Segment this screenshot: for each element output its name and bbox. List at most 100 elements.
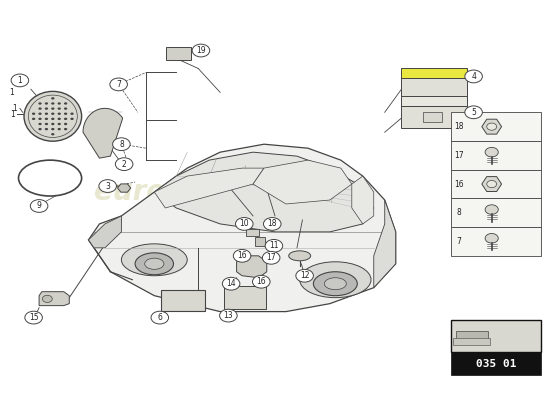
Text: 13: 13 xyxy=(223,311,233,320)
Circle shape xyxy=(235,218,253,230)
Text: 11: 11 xyxy=(269,241,279,250)
FancyBboxPatch shape xyxy=(161,290,205,311)
Text: 7: 7 xyxy=(456,237,461,246)
Circle shape xyxy=(222,277,240,290)
Circle shape xyxy=(51,102,54,105)
FancyBboxPatch shape xyxy=(246,229,258,236)
Text: 18: 18 xyxy=(267,220,277,228)
FancyBboxPatch shape xyxy=(456,331,488,342)
Ellipse shape xyxy=(300,262,371,298)
FancyBboxPatch shape xyxy=(450,320,541,352)
Ellipse shape xyxy=(122,244,187,276)
FancyBboxPatch shape xyxy=(401,96,467,106)
Circle shape xyxy=(99,180,117,192)
Circle shape xyxy=(263,218,281,230)
Circle shape xyxy=(51,128,54,130)
Circle shape xyxy=(487,180,497,188)
FancyBboxPatch shape xyxy=(166,47,190,60)
FancyBboxPatch shape xyxy=(450,198,541,227)
Text: 1: 1 xyxy=(12,104,17,113)
Circle shape xyxy=(485,234,498,243)
Circle shape xyxy=(51,133,54,136)
Circle shape xyxy=(116,158,133,170)
Circle shape xyxy=(25,311,42,324)
FancyBboxPatch shape xyxy=(450,227,541,256)
Circle shape xyxy=(465,106,482,119)
Text: 9: 9 xyxy=(37,202,42,210)
Circle shape xyxy=(485,205,498,214)
Circle shape xyxy=(219,309,237,322)
Circle shape xyxy=(110,78,128,91)
FancyBboxPatch shape xyxy=(450,352,541,375)
Text: eurotopo: eurotopo xyxy=(94,178,237,206)
FancyBboxPatch shape xyxy=(450,170,541,198)
Text: 2: 2 xyxy=(122,160,126,169)
Ellipse shape xyxy=(145,258,164,269)
Circle shape xyxy=(64,102,67,105)
Circle shape xyxy=(64,118,67,120)
Text: 16: 16 xyxy=(256,277,266,286)
Text: 1: 1 xyxy=(18,76,22,85)
Text: 3: 3 xyxy=(105,182,110,190)
Text: 16: 16 xyxy=(237,251,247,260)
Polygon shape xyxy=(236,256,267,278)
Text: 19: 19 xyxy=(196,46,206,55)
Circle shape xyxy=(252,275,270,288)
Circle shape xyxy=(70,112,74,115)
Circle shape xyxy=(45,118,48,120)
Circle shape xyxy=(51,97,54,100)
Text: 6: 6 xyxy=(157,313,162,322)
Circle shape xyxy=(58,112,61,115)
Ellipse shape xyxy=(135,253,173,275)
Ellipse shape xyxy=(314,272,358,296)
Text: 17: 17 xyxy=(266,253,276,262)
Text: 8: 8 xyxy=(456,208,461,217)
Text: 7: 7 xyxy=(116,80,121,89)
Circle shape xyxy=(64,128,67,130)
Circle shape xyxy=(45,102,48,105)
Ellipse shape xyxy=(324,278,346,290)
Text: 17: 17 xyxy=(454,151,464,160)
Polygon shape xyxy=(253,160,352,204)
Polygon shape xyxy=(352,176,374,224)
Circle shape xyxy=(296,269,314,282)
Circle shape xyxy=(39,128,42,130)
Text: 10: 10 xyxy=(239,220,249,228)
Text: a passion for parts since 2006: a passion for parts since 2006 xyxy=(114,219,271,229)
Circle shape xyxy=(30,200,48,212)
Circle shape xyxy=(64,108,67,110)
Circle shape xyxy=(51,118,54,120)
FancyBboxPatch shape xyxy=(453,338,490,345)
Circle shape xyxy=(233,250,251,262)
Polygon shape xyxy=(118,184,131,192)
Polygon shape xyxy=(482,119,502,134)
Circle shape xyxy=(39,123,42,125)
Circle shape xyxy=(39,112,42,115)
Circle shape xyxy=(58,123,61,125)
Polygon shape xyxy=(83,108,123,158)
Polygon shape xyxy=(89,144,395,312)
FancyBboxPatch shape xyxy=(255,237,265,246)
Circle shape xyxy=(113,138,130,150)
Circle shape xyxy=(51,123,54,125)
Circle shape xyxy=(45,128,48,130)
Circle shape xyxy=(32,118,35,120)
Polygon shape xyxy=(155,168,264,208)
Circle shape xyxy=(51,112,54,115)
Text: 18: 18 xyxy=(454,122,464,131)
Circle shape xyxy=(39,108,42,110)
Circle shape xyxy=(262,252,280,264)
Circle shape xyxy=(45,112,48,115)
Text: 15: 15 xyxy=(29,313,38,322)
Polygon shape xyxy=(39,292,69,306)
Text: 035 01: 035 01 xyxy=(476,359,516,369)
Circle shape xyxy=(64,112,67,115)
FancyBboxPatch shape xyxy=(401,68,467,78)
Circle shape xyxy=(465,70,482,83)
Ellipse shape xyxy=(24,91,81,141)
FancyBboxPatch shape xyxy=(450,112,541,141)
Circle shape xyxy=(42,295,52,302)
Ellipse shape xyxy=(289,251,311,261)
Circle shape xyxy=(58,108,61,110)
Polygon shape xyxy=(89,216,122,248)
